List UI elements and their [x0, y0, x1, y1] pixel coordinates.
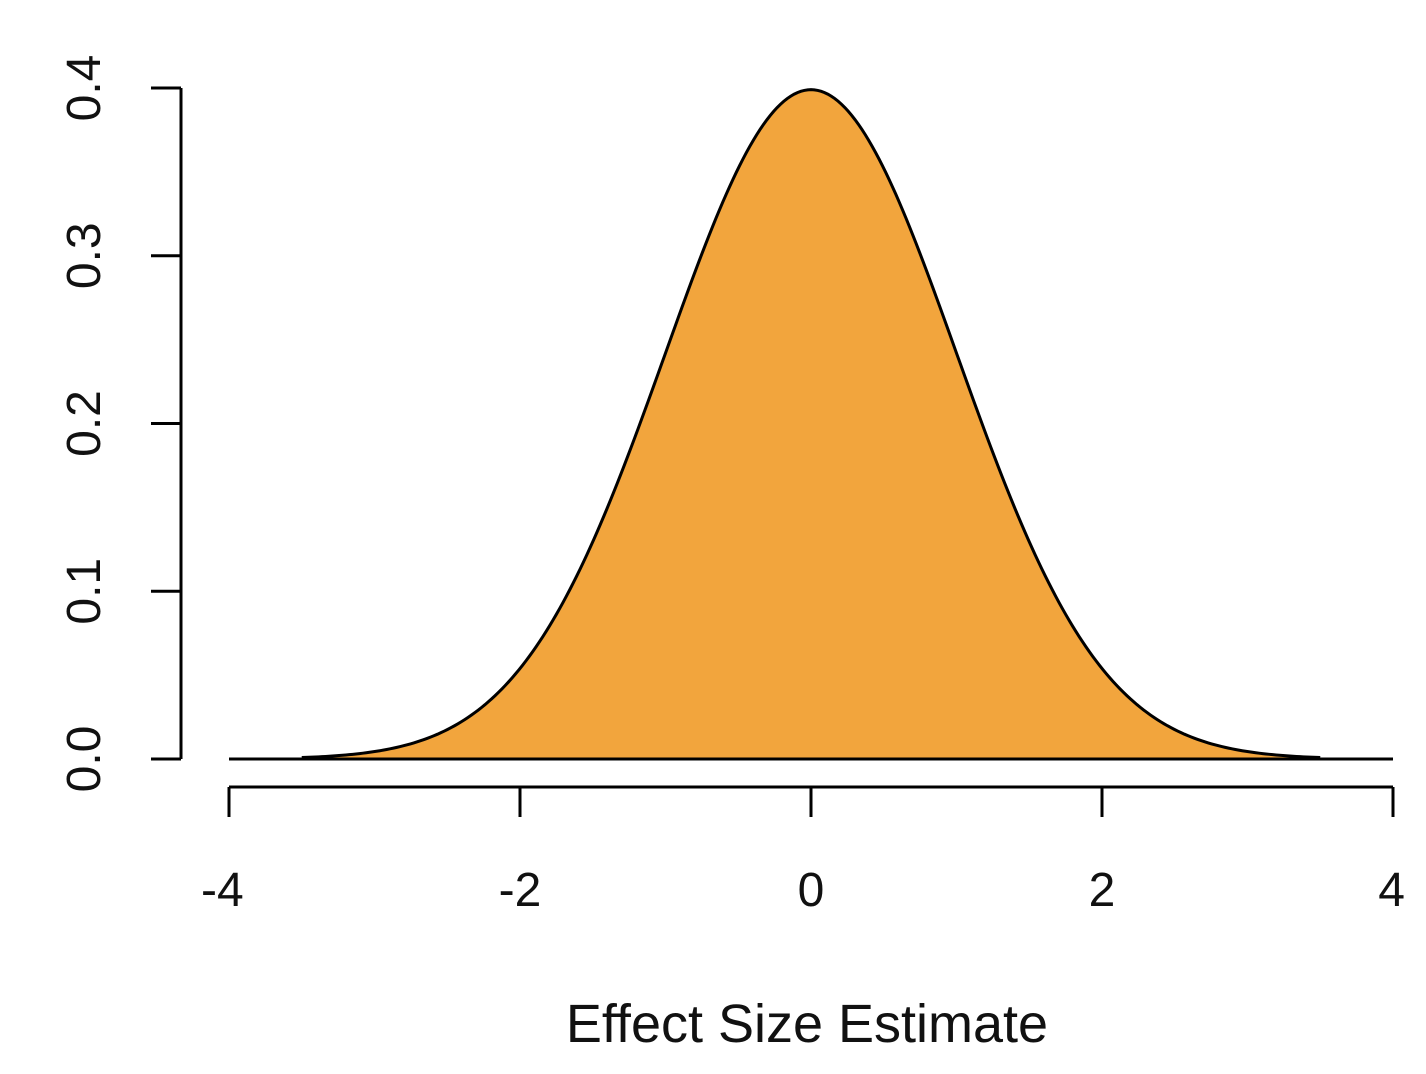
x-axis-title: Effect Size Estimate: [566, 994, 1048, 1054]
density-curve-line: [301, 88, 1321, 760]
x-tick-label: -2: [499, 864, 542, 917]
y-tick-label: 0.2: [58, 390, 111, 457]
y-tick-label: 0.4: [58, 55, 111, 122]
x-tick-label: 0: [798, 864, 825, 917]
y-axis: 0.0 0.1 0.2 0.3 0.4: [58, 55, 183, 793]
density-area: [301, 89, 1321, 760]
y-tick-label: 0.0: [58, 726, 111, 793]
x-tick-label: -4: [201, 864, 244, 917]
y-tick-label: 0.3: [58, 222, 111, 289]
x-tick-label: 4: [1378, 864, 1405, 917]
y-tick-label: 0.1: [58, 558, 111, 625]
x-tick-label: 2: [1089, 864, 1116, 917]
x-axis: -4 -2 0 2 4: [201, 785, 1405, 917]
